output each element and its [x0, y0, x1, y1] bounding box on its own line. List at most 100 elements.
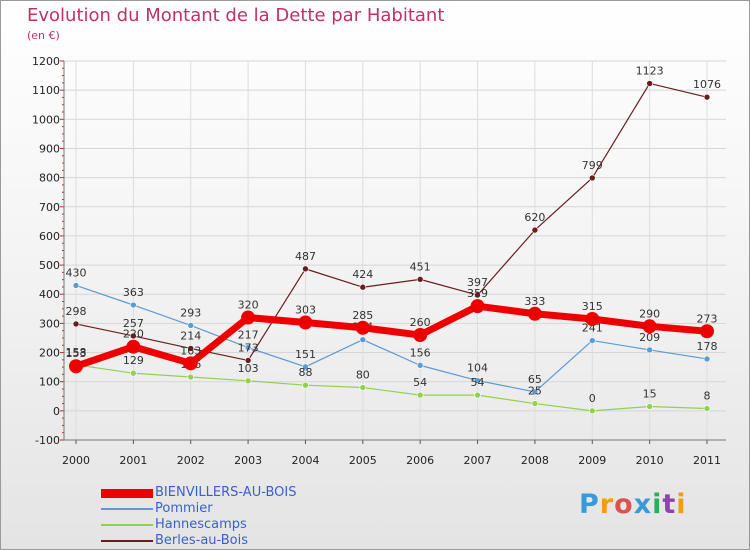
data-label-bienvillers-au-bois: 290	[639, 307, 660, 320]
legend-label: Hannescamps	[155, 517, 247, 532]
data-label-berles-au-bois: 424	[352, 268, 373, 281]
logo-letter: x	[633, 489, 653, 520]
y-tick-label: 300	[39, 317, 60, 330]
y-tick-label: 1200	[32, 55, 60, 68]
legend-swatch	[101, 524, 153, 526]
logo-letter: P	[579, 489, 600, 520]
data-point-pommier	[302, 363, 309, 371]
y-tick-label: 0	[53, 405, 60, 418]
y-tick-label: 400	[39, 288, 60, 301]
data-label-bienvillers-au-bois: 153	[66, 347, 87, 360]
data-point-pommier	[531, 388, 539, 396]
x-tick-label: 2006	[406, 454, 434, 467]
y-tick-label: 500	[39, 259, 60, 272]
data-label-bienvillers-au-bois: 285	[352, 309, 373, 322]
data-label-bienvillers-au-bois: 359	[467, 287, 488, 300]
data-label-pommier: 151	[295, 348, 316, 361]
chart-unit: (en €)	[27, 29, 60, 42]
y-tick-label: -100	[35, 434, 60, 447]
logo-letter: r	[599, 489, 615, 520]
data-label-hannescamps: 80	[356, 369, 370, 382]
data-point-bienvillers-au-bois	[527, 306, 542, 321]
x-tick-label: 2008	[521, 454, 549, 467]
legend-label: BIENVILLERS-AU-BOIS	[155, 485, 297, 500]
data-point-bienvillers-au-bois	[700, 324, 714, 339]
data-label-hannescamps: 25	[528, 385, 542, 398]
data-point-pommier	[588, 337, 596, 344]
data-label-hannescamps: 103	[238, 362, 259, 375]
y-tick-label: 1000	[32, 113, 60, 126]
data-point-bienvillers-au-bois	[241, 310, 256, 325]
x-tick-label: 2011	[693, 454, 721, 467]
data-point-berles-au-bois	[531, 226, 539, 234]
y-tick-label: 200	[39, 347, 60, 360]
data-point-hannescamps	[416, 391, 424, 399]
data-label-pommier: 293	[180, 306, 201, 319]
data-point-bienvillers-au-bois	[642, 319, 657, 334]
data-label-pommier: 65	[528, 373, 542, 386]
data-label-hannescamps: 158	[66, 346, 87, 359]
data-label-pommier: 209	[639, 331, 660, 344]
data-label-pommier: 156	[410, 346, 431, 359]
legend-label: Pommier	[155, 501, 213, 516]
data-point-berles-au-bois	[416, 276, 424, 283]
y-tick-label: 600	[39, 230, 60, 243]
data-label-berles-au-bois: 451	[410, 260, 431, 273]
data-label-berles-au-bois: 487	[295, 250, 316, 263]
logo-letter: t	[662, 489, 677, 520]
data-point-pommier	[474, 377, 481, 384]
x-tick-label: 2003	[234, 454, 262, 467]
data-label-bienvillers-au-bois: 273	[697, 312, 718, 325]
x-tick-label: 2001	[119, 454, 147, 467]
data-label-pommier: 363	[123, 286, 144, 299]
data-point-pommier	[187, 322, 195, 329]
data-label-bienvillers-au-bois: 303	[295, 304, 316, 317]
data-label-bienvillers-au-bois: 163	[180, 344, 201, 357]
data-label-bienvillers-au-bois: 320	[238, 299, 259, 312]
x-tick-label: 2005	[349, 454, 377, 467]
data-label-berles-au-bois: 620	[524, 211, 545, 224]
data-point-pommier	[703, 355, 711, 363]
x-tick-label: 2010	[636, 454, 664, 467]
data-point-pommier	[359, 336, 367, 344]
data-label-berles-au-bois: 173	[238, 341, 259, 354]
data-label-hannescamps: 54	[471, 376, 485, 389]
data-label-berles-au-bois: 214	[180, 329, 201, 342]
data-point-bienvillers-au-bois	[69, 359, 83, 374]
data-point-pommier	[72, 282, 80, 289]
data-point-hannescamps	[244, 377, 252, 385]
data-point-berles-au-bois	[302, 265, 309, 273]
legend-swatch	[101, 508, 153, 510]
data-point-bienvillers-au-bois	[585, 312, 600, 327]
data-point-pommier	[130, 301, 137, 309]
data-point-hannescamps	[302, 381, 309, 389]
data-label-bienvillers-au-bois: 333	[524, 295, 545, 308]
data-label-pommier: 241	[582, 322, 603, 335]
x-tick-label: 2002	[177, 454, 205, 467]
data-point-bienvillers-au-bois	[413, 328, 428, 343]
data-label-pommier: 178	[697, 340, 718, 353]
data-point-hannescamps	[359, 384, 367, 391]
x-tick-label: 2009	[578, 454, 606, 467]
data-point-hannescamps	[703, 405, 711, 412]
data-label-pommier: 430	[66, 266, 87, 279]
y-tick-label: 700	[39, 201, 60, 214]
data-point-pommier	[646, 346, 653, 354]
data-point-hannescamps	[474, 391, 481, 399]
data-point-berles-au-bois	[588, 174, 596, 182]
x-tick-label: 2007	[464, 454, 492, 467]
data-point-hannescamps	[646, 403, 653, 410]
data-point-bienvillers-au-bois	[470, 299, 485, 314]
legend-label: Berles-au-Bois	[155, 533, 249, 548]
data-label-pommier: 104	[467, 362, 488, 375]
logo-letter: i	[676, 489, 687, 520]
data-point-bienvillers-au-bois	[126, 339, 141, 354]
y-tick-label: 900	[39, 142, 60, 155]
data-point-berles-au-bois	[130, 332, 137, 340]
y-tick-label: 1100	[32, 84, 60, 97]
data-point-berles-au-bois	[187, 345, 195, 352]
data-label-hannescamps: 88	[298, 366, 312, 379]
series-line-bienvillers-au-bois	[72, 302, 711, 370]
data-point-berles-au-bois	[244, 357, 252, 364]
